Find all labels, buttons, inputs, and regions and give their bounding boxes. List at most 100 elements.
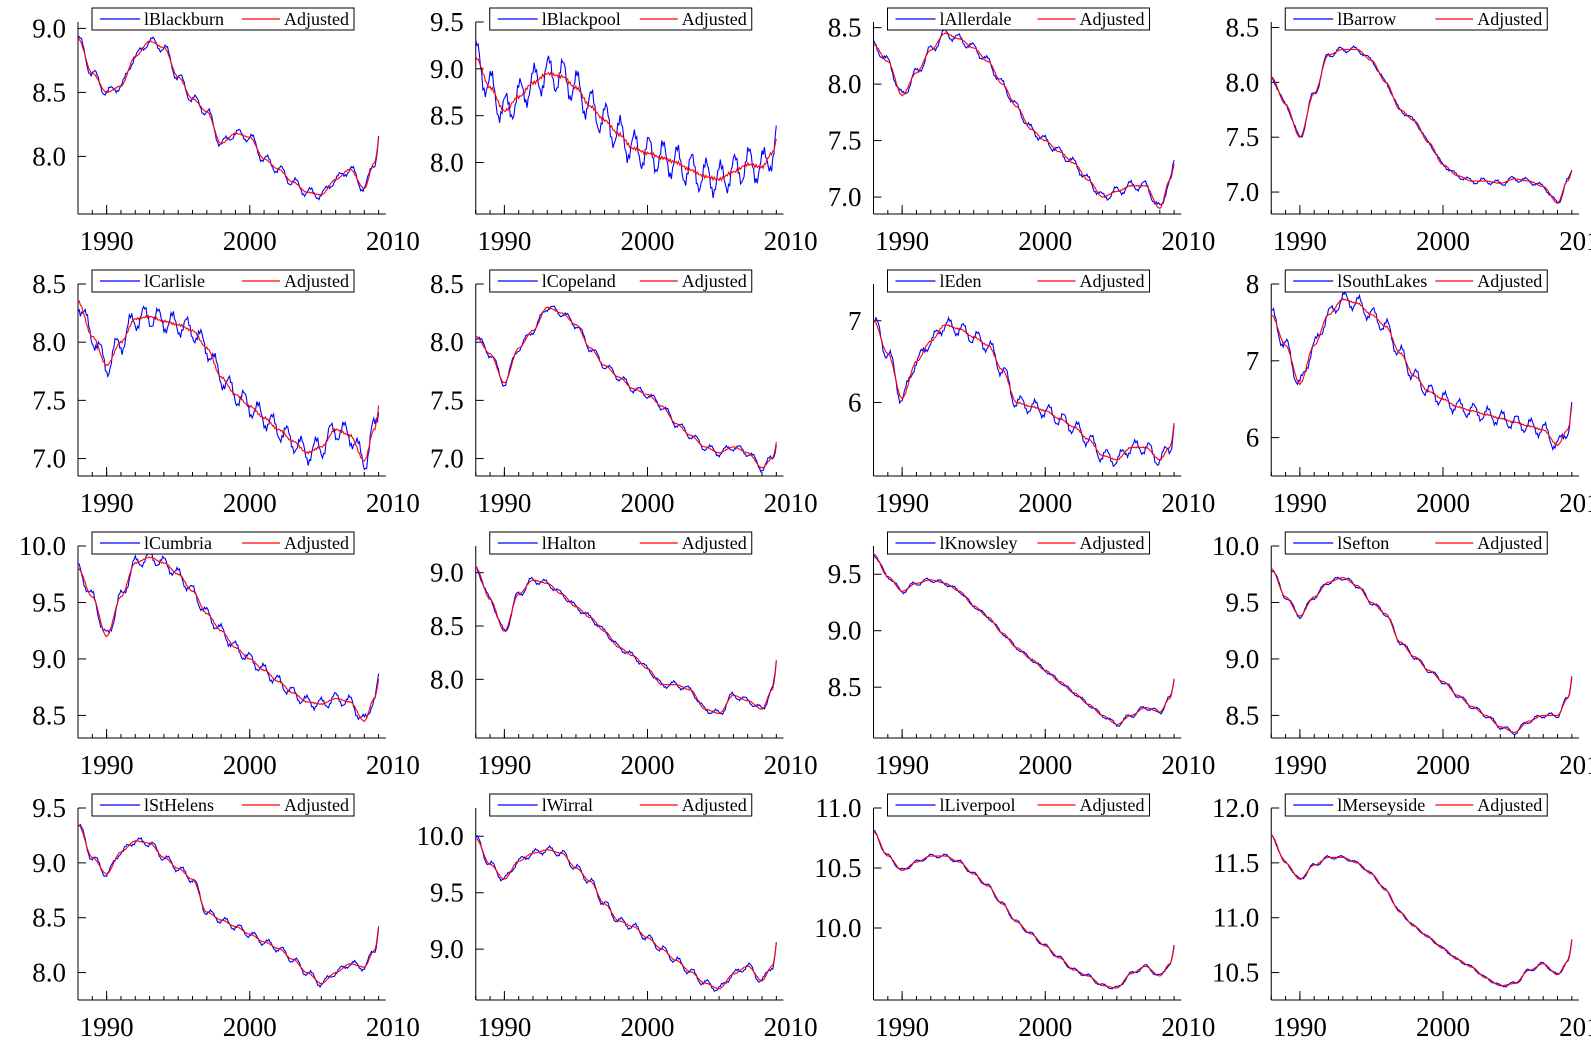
y-tick-label: 9.0: [430, 934, 464, 964]
x-tick-label: 2010: [1559, 1012, 1591, 1042]
x-tick-label: 1990: [875, 750, 929, 780]
y-tick-label: 8.5: [32, 77, 66, 107]
y-tick-label: 8.5: [828, 672, 862, 702]
legend-label-adjusted: Adjusted: [284, 271, 349, 291]
x-tick-label: 2000: [621, 750, 675, 780]
y-tick-label: 8.5: [430, 269, 464, 299]
y-tick-label: 7.5: [828, 126, 862, 156]
x-tick-label: 2000: [1416, 226, 1470, 256]
y-tick-label: 10.0: [19, 531, 66, 561]
y-tick-label: 9.0: [430, 558, 464, 588]
x-tick-label: 1990: [1273, 750, 1327, 780]
y-tick-label: 7: [848, 306, 862, 336]
legend-label-adjusted: Adjusted: [1477, 271, 1542, 291]
panel-lKnowsley: 8.5 9.0 9.5 1990 2000 2010 lKnowsley Adjusted: [828, 531, 1215, 780]
legend-box: [1284, 793, 1548, 817]
y-tick-label: 9.5: [828, 559, 862, 589]
y-tick-label: 9.0: [430, 54, 464, 84]
y-tick-label: 10.0: [814, 913, 861, 943]
legend-label-actual: lSouthLakes: [1337, 271, 1427, 291]
y-tick-label: 12.0: [1212, 793, 1259, 823]
series-line-lCumbria: [77, 550, 380, 721]
legend: lSefton Adjusted: [1284, 531, 1548, 555]
x-tick-label: 2010: [1161, 1012, 1215, 1042]
series-line-adjusted: [475, 838, 777, 990]
legend-box: [489, 269, 753, 293]
series-line-adjusted: [77, 556, 380, 723]
series-line-lKnowsley: [873, 554, 1175, 727]
series-line-adjusted: [475, 567, 777, 715]
x-tick-label: 2010: [1559, 226, 1591, 256]
legend-label-adjusted: Adjusted: [682, 271, 747, 291]
x-tick-label: 2010: [764, 226, 818, 256]
legend-label-adjusted: Adjusted: [1477, 9, 1542, 29]
x-tick-label: 2010: [366, 488, 420, 518]
panel-lEden: 6 7 1990 2000 2010 lEden Adjusted: [848, 269, 1215, 518]
legend: lBlackburn Adjusted: [91, 7, 355, 31]
y-tick-label: 8.0: [1226, 67, 1260, 97]
series-line-adjusted: [77, 38, 380, 196]
series-line-adjusted: [1270, 567, 1573, 733]
y-tick-label: 9.0: [1226, 644, 1260, 674]
legend-label-adjusted: Adjusted: [682, 795, 747, 815]
y-tick-label: 9.5: [430, 7, 464, 37]
y-tick-label: 9.5: [1226, 587, 1260, 617]
legend: lCarlisle Adjusted: [91, 269, 355, 293]
x-tick-label: 1990: [875, 226, 929, 256]
y-tick-label: 9.5: [430, 878, 464, 908]
x-tick-label: 1990: [477, 488, 531, 518]
y-tick-label: 10.0: [417, 821, 464, 851]
y-tick-label: 11.0: [815, 793, 861, 823]
legend: lSouthLakes Adjusted: [1284, 269, 1548, 293]
series-line-lEden: [873, 315, 1175, 468]
series-line-adjusted: [873, 319, 1175, 461]
panel-lCarlisle: 7.0 7.5 8.0 8.5 1990 2000 2010 lCarlisle Adjuste…: [32, 269, 420, 518]
y-tick-label: 8.5: [1226, 700, 1260, 730]
legend-label-adjusted: Adjusted: [284, 9, 349, 29]
y-tick-label: 8.0: [430, 664, 464, 694]
series-line-adjusted: [77, 823, 380, 985]
y-tick-label: 9.0: [32, 13, 66, 43]
panel-lSefton: 8.5 9.0 9.5 10.0 1990 2000 2010 lSefton Adjusted: [1212, 531, 1591, 780]
series-line-lBarrow: [1270, 45, 1573, 205]
series-line-adjusted: [1271, 834, 1573, 987]
x-tick-label: 2000: [1018, 226, 1072, 256]
panel-lCopeland: 7.0 7.5 8.0 8.5 1990 2000 2010 lCopeland Adjuste…: [430, 269, 818, 518]
x-tick-label: 2000: [1416, 1012, 1470, 1042]
x-tick-label: 2000: [1018, 750, 1072, 780]
legend-label-adjusted: Adjusted: [1080, 533, 1145, 553]
x-tick-label: 1990: [80, 1012, 134, 1042]
panel-lCumbria: 8.5 9.0 9.5 10.0 1990 2000 2010 lCumbria Adjuste…: [19, 531, 420, 780]
x-tick-label: 2010: [1559, 750, 1591, 780]
legend-label-adjusted: Adjusted: [1080, 271, 1145, 291]
legend: lMerseyside Adjusted: [1284, 793, 1548, 817]
y-tick-label: 8.5: [430, 101, 464, 131]
panel-lHalton: 8.0 8.5 9.0 1990 2000 2010 lHalton Adjusted: [430, 531, 818, 780]
legend: lKnowsley Adjusted: [887, 531, 1150, 555]
legend-label-actual: lHalton: [542, 533, 596, 553]
panel-lSouthLakes: 6 7 8 1990 2000 2010 lSouthLakes Adjusted: [1246, 269, 1591, 518]
series-line-adjusted: [475, 306, 777, 469]
legend: lCopeland Adjusted: [489, 269, 753, 293]
y-tick-label: 7.0: [430, 444, 464, 474]
legend-box: [887, 793, 1150, 817]
series-line-lAllerdale: [872, 26, 1175, 206]
y-tick-label: 8.5: [32, 700, 66, 730]
y-tick-label: 8.0: [828, 69, 862, 99]
legend-label-actual: lBlackburn: [144, 9, 224, 29]
legend-label-actual: lCarlisle: [144, 271, 205, 291]
series-line-adjusted: [1270, 297, 1573, 447]
x-tick-label: 2000: [1416, 488, 1470, 518]
series-line-adjusted: [475, 55, 777, 182]
x-tick-label: 2010: [764, 750, 818, 780]
legend-box: [91, 7, 355, 31]
legend-box: [489, 7, 753, 31]
series-line-adjusted: [873, 831, 1175, 989]
y-tick-label: 7.5: [430, 385, 464, 415]
legend-box: [887, 531, 1150, 555]
legend-label-adjusted: Adjusted: [1477, 533, 1542, 553]
x-tick-label: 2010: [1161, 750, 1215, 780]
legend: lHalton Adjusted: [489, 531, 753, 555]
legend-box: [887, 269, 1150, 293]
